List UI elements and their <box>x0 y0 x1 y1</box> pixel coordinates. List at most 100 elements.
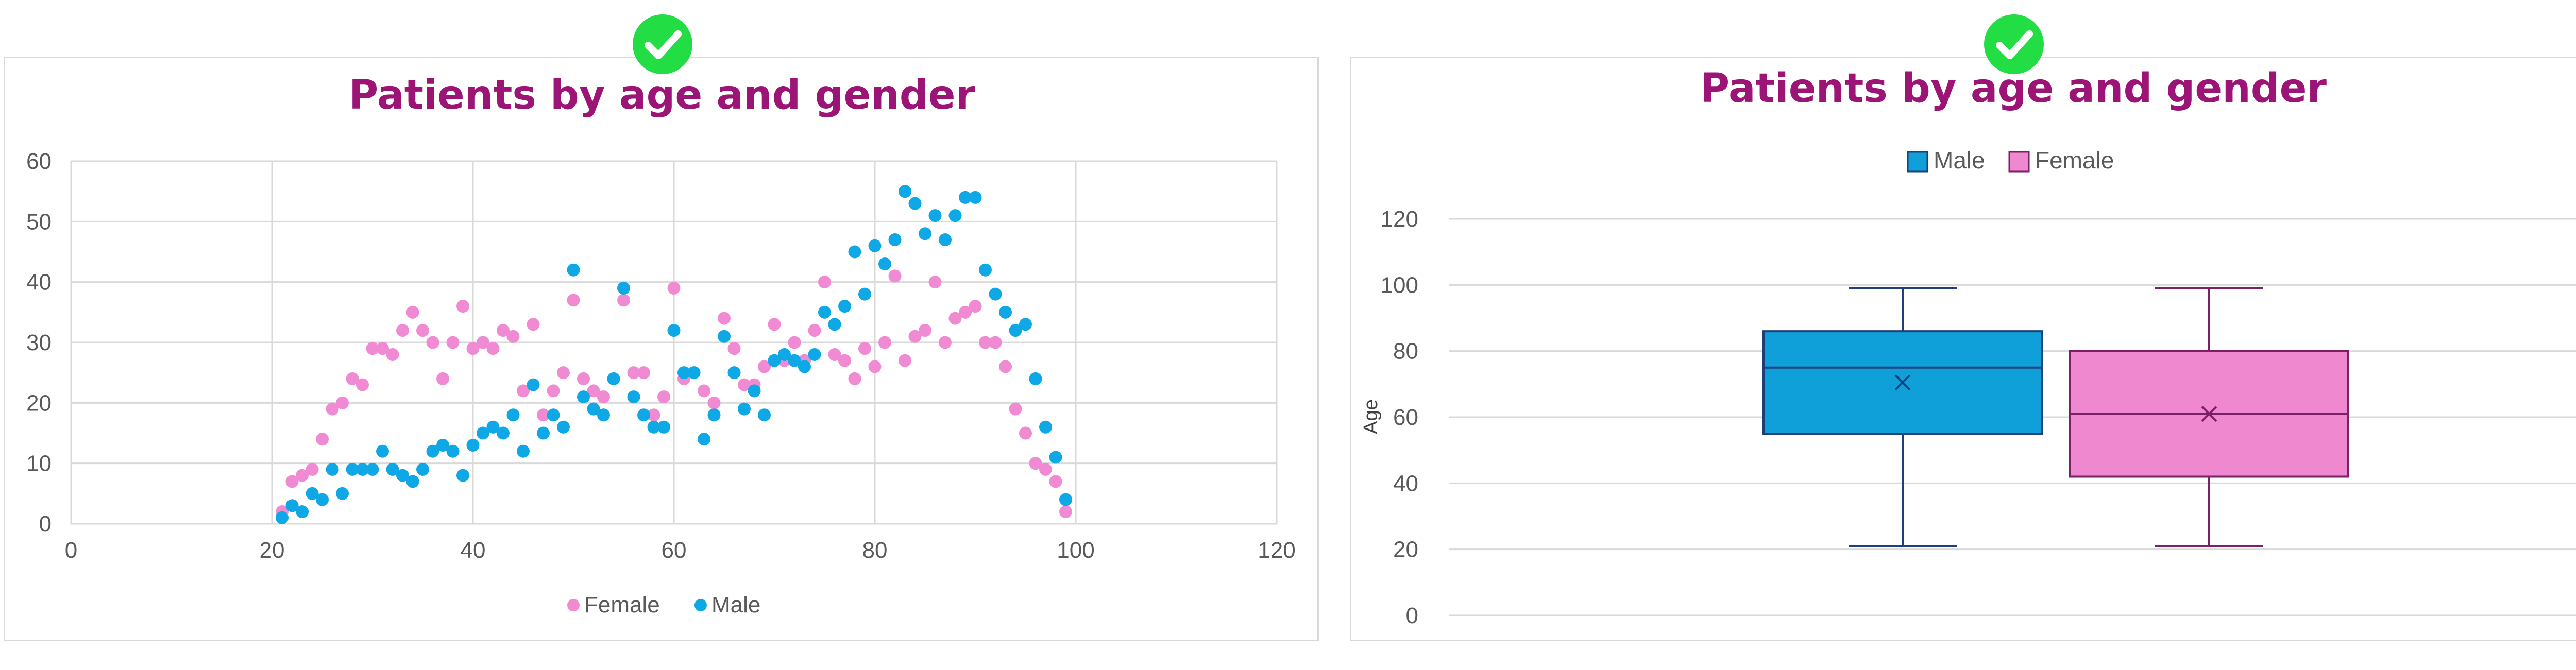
data-point-male <box>336 487 349 500</box>
scatter-tick-labels: 0 10 20 30 40 50 60 0 20 40 60 80 100 120 <box>26 149 1296 563</box>
scatter-chart: Patients by age and gender 0 10 20 30 40 50 60… <box>26 72 1296 617</box>
data-point-female <box>718 312 731 325</box>
data-point-female <box>346 372 359 385</box>
data-point-male <box>386 462 399 476</box>
box-legend: Male Female <box>1907 147 2114 174</box>
data-point-male <box>587 402 600 416</box>
x-tick-label: 100 <box>1057 538 1094 563</box>
data-point-female <box>416 324 429 337</box>
data-point-male <box>436 438 449 452</box>
data-point-female <box>617 294 630 307</box>
data-point-female <box>1039 462 1052 476</box>
data-point-male <box>557 420 570 434</box>
data-point-female <box>959 305 972 319</box>
scatter-legend: Female Male <box>567 592 760 617</box>
data-point-male <box>928 209 942 222</box>
data-point-male <box>758 408 771 422</box>
data-point-male <box>426 444 439 458</box>
data-point-male <box>396 469 409 482</box>
data-point-female <box>999 360 1012 373</box>
y-tick-label: 0 <box>1406 603 1418 628</box>
data-point-male <box>818 305 831 319</box>
data-point-female <box>727 342 741 355</box>
data-point-male <box>828 318 841 331</box>
legend-label-female: Female <box>584 592 660 617</box>
data-point-female <box>707 396 721 409</box>
y-tick-label: 50 <box>26 209 52 234</box>
data-point-male <box>768 354 781 367</box>
data-point-female <box>456 300 469 313</box>
data-point-male <box>999 305 1012 319</box>
y-tick-label: 0 <box>39 511 52 537</box>
data-point-female <box>979 336 992 349</box>
data-point-male <box>677 366 690 380</box>
data-point-female <box>698 384 710 398</box>
data-point-male <box>547 408 560 422</box>
y-tick-label: 40 <box>1393 471 1418 496</box>
mean-marker-stroke <box>1894 374 1911 391</box>
data-point-female <box>1059 505 1072 519</box>
data-point-female <box>356 378 369 391</box>
data-point-male <box>627 390 640 404</box>
legend-marker-female <box>567 599 580 611</box>
data-point-male <box>848 245 861 259</box>
data-point-female <box>446 336 460 349</box>
data-point-female <box>306 462 319 476</box>
data-point-male <box>276 511 289 524</box>
mean-marker-female <box>2201 406 2217 422</box>
data-point-male <box>486 420 500 434</box>
data-point-female <box>1029 457 1042 470</box>
data-point-male <box>858 287 871 301</box>
data-point-male <box>497 426 510 440</box>
data-point-male <box>687 366 701 380</box>
x-tick-label: 0 <box>65 538 77 563</box>
y-tick-label: 100 <box>1381 272 1418 298</box>
box-tick-labels: 0 20 40 60 80 100 120 <box>1381 207 1418 628</box>
data-point-female <box>1009 402 1022 416</box>
data-point-male <box>296 505 309 519</box>
data-point-female <box>587 384 600 398</box>
data-point-female <box>919 324 931 337</box>
box-chart: Patients by age and gender Male Female A… <box>1360 65 2576 628</box>
data-point-male <box>306 487 319 500</box>
data-point-male <box>748 384 761 398</box>
data-point-male <box>1009 324 1022 337</box>
check-circle-icon <box>633 14 692 77</box>
data-point-male <box>888 233 902 247</box>
data-point-male <box>1039 420 1052 434</box>
data-point-female <box>466 342 480 355</box>
data-point-male <box>406 475 419 488</box>
data-point-male <box>597 408 610 422</box>
x-tick-label: 60 <box>662 538 687 563</box>
data-point-female <box>477 336 489 349</box>
data-point-male <box>326 462 339 476</box>
data-point-female <box>948 312 962 325</box>
data-point-male <box>567 263 580 277</box>
data-point-male <box>698 433 710 446</box>
y-tick-label: 80 <box>1393 339 1418 364</box>
data-point-male <box>416 462 429 476</box>
data-point-female <box>527 318 540 331</box>
data-point-female <box>868 360 882 373</box>
data-point-male <box>738 402 751 416</box>
data-point-male <box>376 444 389 458</box>
data-point-female <box>637 366 650 380</box>
data-point-male <box>1019 318 1032 331</box>
y-tick-label: 120 <box>1381 207 1418 232</box>
data-point-male <box>899 185 911 198</box>
data-point-female <box>888 269 902 283</box>
data-point-female <box>758 360 771 373</box>
scatter-gridlines <box>70 160 1278 525</box>
data-point-female <box>838 354 851 367</box>
data-point-female <box>386 348 399 361</box>
data-point-male <box>617 281 630 295</box>
data-point-male <box>667 324 681 337</box>
y-tick-label: 20 <box>1393 537 1418 562</box>
data-point-male <box>989 287 1002 301</box>
data-point-female <box>818 276 831 289</box>
legend-label-female-box: Female <box>2035 147 2114 174</box>
x-tick-label: 120 <box>1258 538 1295 563</box>
data-point-female <box>396 324 409 337</box>
y-tick-label: 60 <box>26 149 52 174</box>
x-tick-label: 40 <box>461 538 486 563</box>
